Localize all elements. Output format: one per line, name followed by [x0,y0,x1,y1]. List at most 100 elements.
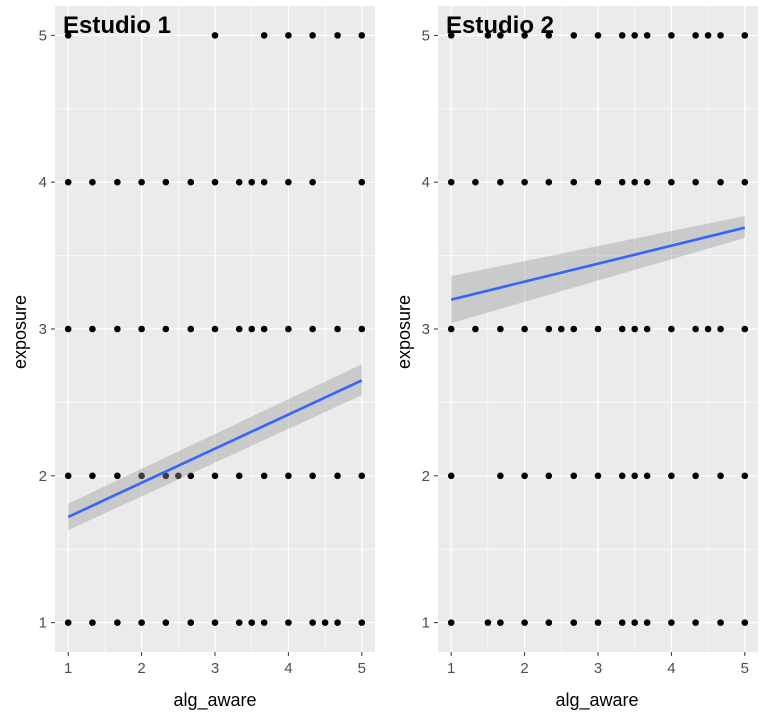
data-point [570,178,578,186]
data-point [358,178,366,186]
y-tick-label: 1 [422,615,430,632]
data-point [594,619,602,626]
data-point [717,325,724,333]
data-point [643,325,651,333]
y-tick-label: 5 [422,27,430,44]
data-point [521,178,528,186]
data-point [285,32,292,39]
data-point [643,32,651,39]
data-point [631,472,638,480]
panel-title: Estudio 1 [63,12,171,39]
data-point [162,472,170,480]
data-point [521,619,528,626]
data-point [741,325,749,333]
data-point [64,325,72,333]
data-point [211,32,219,39]
data-point [570,325,578,333]
data-point [668,472,675,480]
data-point [235,619,243,626]
data-point [692,619,699,626]
data-point [618,325,626,333]
data-point [138,619,145,626]
data-point [497,619,504,626]
y-tick-label: 5 [39,27,47,44]
y-tick-label: 3 [39,321,47,338]
data-point [668,32,675,39]
data-point [260,32,268,39]
data-point [447,325,455,333]
data-point [717,619,724,626]
y-tick-label: 4 [39,174,47,191]
data-point [285,325,292,333]
data-point [248,325,255,333]
data-point [334,32,341,39]
x-tick-label: 2 [520,660,528,677]
data-point [643,619,651,626]
data-point [260,472,268,480]
data-point [631,178,638,186]
data-point [64,619,72,626]
regression-line [450,226,746,301]
x-tick-label: 3 [211,660,219,677]
confidence-band [451,215,745,324]
data-point [309,325,316,333]
y-tick-label: 2 [422,468,430,485]
data-point [260,178,268,186]
plot-area [55,6,375,652]
data-point [211,619,219,626]
data-point [358,619,366,626]
data-point [162,178,170,186]
data-point [545,619,553,626]
y-tick-label: 4 [422,174,430,191]
data-point [717,178,724,186]
data-point [447,178,455,186]
data-point [285,619,292,626]
data-point [114,472,121,480]
data-point [570,32,578,39]
data-point [334,472,341,480]
data-point [594,325,602,333]
data-point [285,178,292,186]
data-point [618,619,626,626]
data-point [618,472,626,480]
data-point [570,472,578,480]
panel-estudio-2: Estudio 2 alg_aware exposure 1 2 3 4 5 1 2 3 4 5 [394,6,758,711]
data-point [211,472,219,480]
y-tick-label: 1 [39,615,47,632]
data-point [472,325,479,333]
data-point [358,472,366,480]
data-point [521,32,528,39]
data-point [138,472,145,480]
data-point [114,325,121,333]
data-point [260,325,268,333]
x-axis-title: alg_aware [173,690,256,711]
data-point [692,178,699,186]
data-point [484,619,492,626]
data-point [741,619,749,626]
data-point [89,178,96,186]
data-point [114,619,121,626]
data-point [692,32,699,39]
data-point [89,619,96,626]
data-point [668,178,675,186]
data-point [89,472,96,480]
data-point [668,619,675,626]
data-point [64,32,72,39]
data-point [64,178,72,186]
data-point [211,325,219,333]
data-point [334,619,341,626]
data-point [175,472,182,480]
data-point [309,178,316,186]
data-point [618,178,626,186]
x-tick-label: 1 [447,660,455,677]
data-point [570,619,578,626]
data-point [692,472,699,480]
data-point [545,178,553,186]
data-point [235,178,243,186]
data-point [741,472,749,480]
data-point [704,32,712,39]
data-point [114,178,121,186]
data-point [260,619,268,626]
data-point [187,619,195,626]
data-point [248,178,255,186]
